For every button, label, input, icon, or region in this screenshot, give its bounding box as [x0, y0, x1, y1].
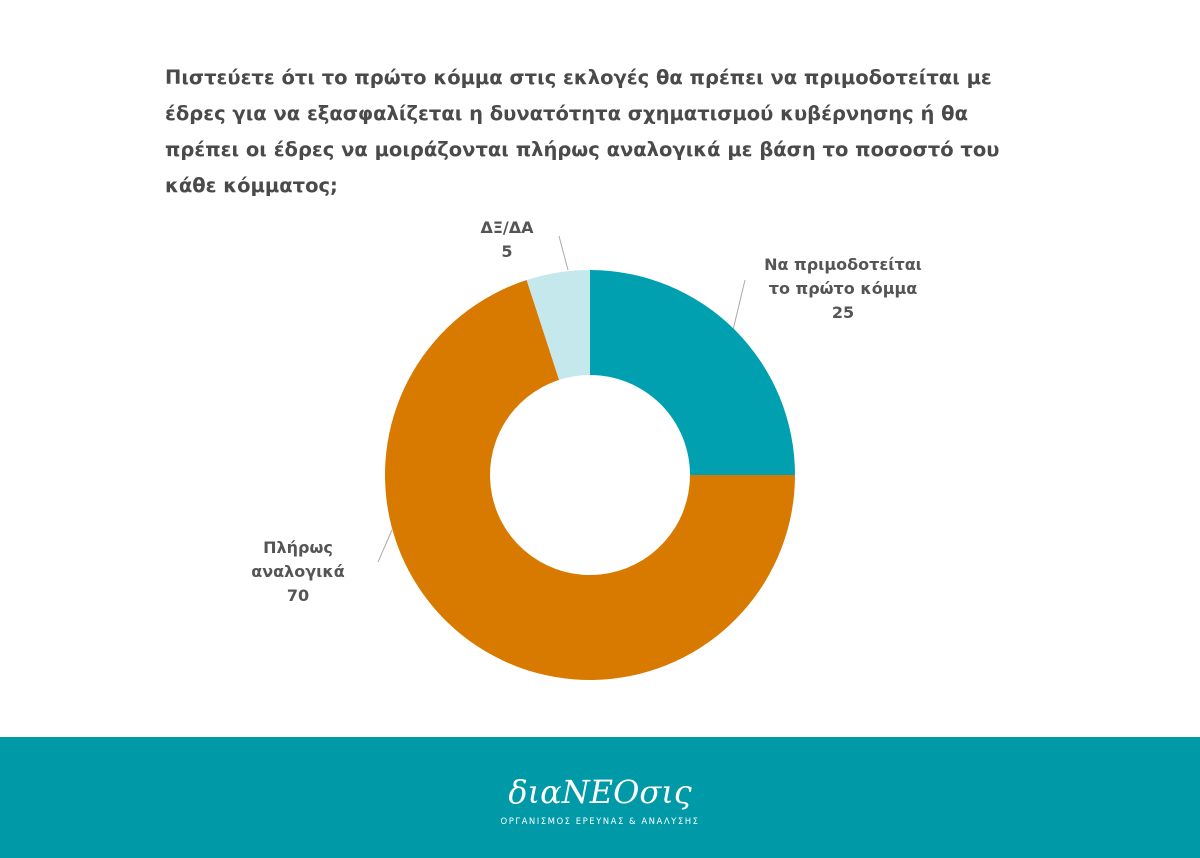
leader-line — [732, 279, 746, 331]
donut-slice — [385, 280, 795, 680]
value-label: 5 — [501, 242, 513, 261]
donut-slice — [590, 270, 795, 475]
value-label: 70 — [286, 586, 310, 605]
logo: διαΝΕΟσις — [508, 773, 692, 811]
slice-label: Να πριμοδοτείται το πρώτο κόμμα 25 — [758, 253, 928, 325]
tagline: ΟΡΓΑΝΙΣΜΟΣ ΕΡΕΥΝΑΣ & ΑΝΑΛΥΣΗΣ — [500, 817, 700, 827]
chart-title: Πιστεύετε ότι το πρώτο κόμμα στις εκλογέ… — [165, 66, 1000, 197]
slice-label: ΔΞ/ΔΑ 5 — [457, 216, 557, 264]
donut-slice — [526, 270, 590, 380]
leader-line — [558, 235, 569, 271]
footer: διαΝΕΟσις ΟΡΓΑΝΙΣΜΟΣ ΕΡΕΥΝΑΣ & ΑΝΑΛΥΣΗΣ — [0, 737, 1200, 858]
value-label: 25 — [831, 303, 855, 322]
chart — [377, 235, 795, 680]
category-label: ΔΞ/ΔΑ — [480, 218, 534, 237]
category-label: Πλήρως αναλογικά — [251, 538, 345, 581]
leader-lines — [377, 235, 746, 563]
category-label: Να πριμοδοτείται το πρώτο κόμμα — [764, 255, 922, 298]
slice-label: Πλήρως αναλογικά 70 — [243, 536, 353, 608]
leader-line — [377, 529, 393, 563]
